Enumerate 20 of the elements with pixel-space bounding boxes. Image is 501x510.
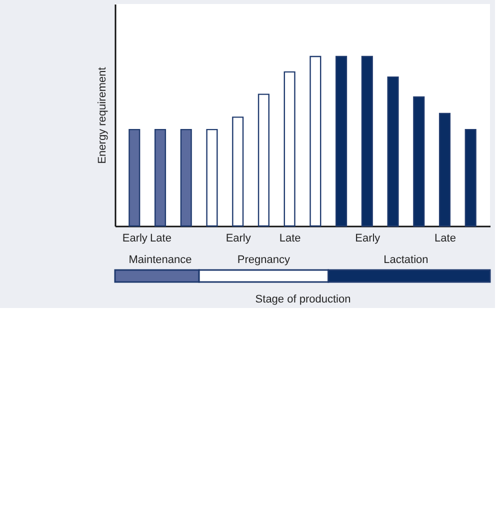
x-tick-label: Early <box>226 232 252 244</box>
bar <box>464 128 476 227</box>
text: Maintenance <box>128 254 192 266</box>
text: Lactation <box>384 254 428 266</box>
bar <box>387 76 399 227</box>
bar <box>154 128 166 227</box>
x-tick-label: Early <box>122 232 148 244</box>
x-tick-label: Early <box>355 232 381 244</box>
x-tick-label: Late <box>434 232 456 244</box>
y-axis-title: Energy requirement <box>96 67 108 164</box>
bar <box>438 112 451 227</box>
bar <box>361 56 373 227</box>
x-tick-label: Late <box>279 232 301 244</box>
bar <box>128 128 140 227</box>
bar <box>180 128 192 227</box>
bar <box>336 56 348 227</box>
x-tick-label: Late <box>150 232 172 244</box>
x-axis-title: Stage of production <box>255 294 351 306</box>
text: Pregnancy <box>237 254 290 266</box>
bar <box>413 96 425 227</box>
